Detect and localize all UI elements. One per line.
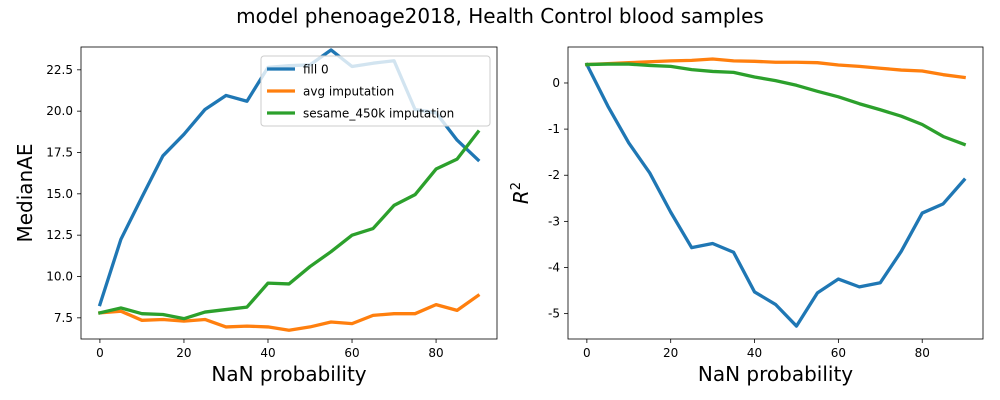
x-tick-label: 40 bbox=[260, 346, 275, 360]
plot-area bbox=[568, 47, 983, 339]
y-tick-label: 20.0 bbox=[46, 104, 73, 118]
x-tick-label: 20 bbox=[663, 346, 678, 360]
y-tick-label: 15.0 bbox=[46, 187, 73, 201]
x-axis-label: NaN probability bbox=[211, 362, 366, 386]
y-axis-label: MedianAE bbox=[13, 143, 37, 242]
x-tick-label: 0 bbox=[96, 346, 104, 360]
x-tick-label: 40 bbox=[747, 346, 762, 360]
x-axis-label: NaN probability bbox=[698, 362, 853, 386]
y-tick-label: 12.5 bbox=[46, 228, 73, 242]
axes-frame bbox=[567, 46, 984, 340]
y-tick-label: 10.0 bbox=[46, 269, 73, 283]
y-tick-label: -2 bbox=[548, 168, 560, 182]
series-line-0 bbox=[584, 62, 967, 328]
x-tick-label: 60 bbox=[344, 346, 359, 360]
medianae-panel: 0 20 40 60 80 7.5 10.0 12.5 15.0 17.5 20.0 22.5 NaN … bbox=[13, 46, 498, 386]
y-tick-label: 0 bbox=[552, 76, 560, 90]
series-line-2 bbox=[585, 62, 967, 147]
x-tick-label: 20 bbox=[176, 346, 191, 360]
x-tick-label: 80 bbox=[428, 346, 443, 360]
y-tick-label: 22.5 bbox=[46, 63, 73, 77]
y-tick-label: -5 bbox=[548, 307, 560, 321]
y-tick-label: -3 bbox=[548, 214, 560, 228]
x-tick-label: 80 bbox=[915, 346, 930, 360]
legend-entry: fill 0 bbox=[303, 63, 329, 77]
legend-entry: avg imputation bbox=[303, 85, 394, 99]
legend-box bbox=[260, 55, 491, 127]
figure-suptitle: model phenoage2018, Health Control blood… bbox=[236, 4, 764, 28]
series-line-sesame-450k-imputation bbox=[97, 129, 481, 321]
y-tick-label: -1 bbox=[548, 122, 560, 136]
y-tick-label: 17.5 bbox=[46, 145, 73, 159]
y-axis-label: R2 bbox=[509, 182, 533, 204]
series-line-1 bbox=[585, 57, 966, 80]
x-tick-label: 60 bbox=[831, 346, 846, 360]
axes-frame bbox=[80, 46, 498, 340]
y-tick-label: -4 bbox=[548, 260, 560, 274]
y-tick-label: 7.5 bbox=[54, 311, 73, 325]
legend-entry: sesame_450k imputation bbox=[303, 107, 454, 121]
r2-panel: 0 20 40 60 80 0 -1 -2 -3 -4 -5 NaN probability R2 bbox=[509, 46, 984, 386]
series-line-avg-imputation bbox=[98, 293, 481, 332]
x-tick-label: 0 bbox=[583, 346, 591, 360]
